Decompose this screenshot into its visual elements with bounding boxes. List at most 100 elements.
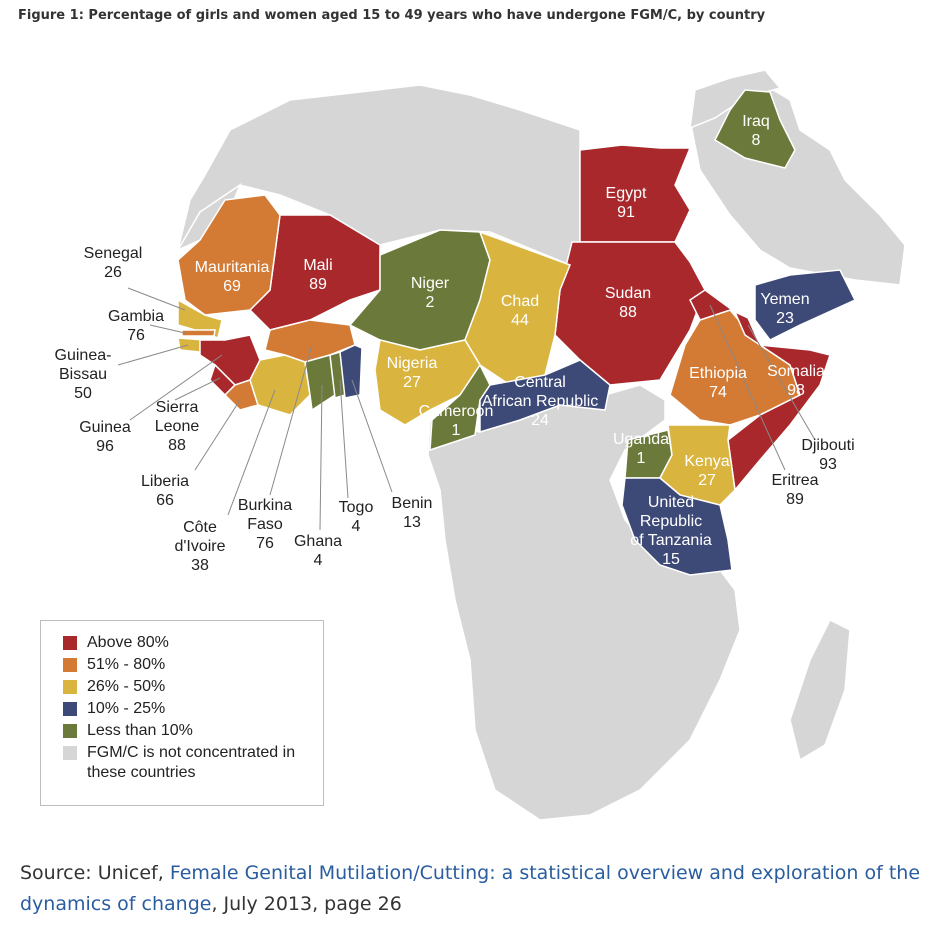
leader-liberia [194, 399, 241, 471]
leader-burkina-faso [269, 344, 313, 496]
country-tanzania [621, 477, 733, 576]
label-line: Uganda [613, 431, 669, 448]
label-nigeria: Nigeria 27 [387, 355, 438, 391]
country-iraq [714, 89, 796, 169]
base-land [176, 69, 906, 821]
source-link-line-2[interactable]: dynamics of change [20, 893, 212, 915]
legend-item-r10-25: 10% - 25% [63, 699, 323, 721]
label-chad: Chad 44 [501, 293, 539, 329]
label-line: Faso [247, 516, 283, 533]
label-ethiopia: Ethiopia 74 [689, 365, 747, 401]
leader-eritrea [709, 304, 786, 471]
label-line: 88 [168, 437, 186, 454]
label-line: Eritrea [771, 472, 818, 489]
label-liberia: Liberia 66 [141, 473, 189, 509]
legend-swatch [63, 724, 77, 738]
country-senegal [177, 298, 223, 339]
legend-label: FGM/C is not concentrated in these count… [87, 744, 296, 781]
label-cameroon: Cameroon 1 [419, 403, 494, 439]
label-line: 93 [819, 456, 837, 473]
label-line: 23 [776, 310, 794, 327]
label-line: of Tanzania [630, 532, 712, 549]
legend-swatch [63, 680, 77, 694]
label-line: Niger [411, 275, 450, 292]
label-line: Ethiopia [689, 365, 747, 382]
label-benin: Benin 13 [392, 495, 433, 531]
label-line: Gambia [108, 308, 164, 325]
label-line: Bissau [59, 366, 107, 383]
source-prefix: Source: Unicef, [20, 862, 170, 884]
label-line: Chad [501, 293, 539, 310]
source-link[interactable]: Female Genital Mutilation/Cutting: a sta… [169, 862, 921, 884]
label-line: African Republic [482, 393, 599, 410]
countries [177, 89, 857, 576]
label-line: 24 [531, 412, 549, 429]
label-line: Sudan [605, 285, 651, 302]
legend-swatch [63, 702, 77, 716]
legend-swatch [63, 658, 77, 672]
arabian-peninsula [689, 84, 906, 286]
legend-label: Less than 10% [87, 722, 193, 739]
leader-sierra-leone [174, 377, 221, 401]
label-line: 1 [637, 450, 646, 467]
label-line: Senegal [84, 245, 143, 262]
label-sierra-leone: Sierra Leone 88 [155, 399, 200, 454]
label-line: 26 [104, 264, 122, 281]
label-line: 89 [309, 276, 327, 293]
label-line: Republic [640, 513, 702, 530]
figure-title: Figure 1: Percentage of girls and women … [18, 8, 766, 23]
label-line: 76 [256, 535, 274, 552]
label-line: 91 [617, 204, 635, 221]
label-ghana: Ghana 4 [294, 533, 342, 569]
label-burkina-faso: Burkina Faso 76 [238, 497, 292, 552]
label-line: Central [514, 374, 566, 391]
legend-swatch [63, 636, 77, 650]
label-line: Cameroon [419, 403, 494, 420]
label-eritrea: Eritrea 89 [771, 472, 818, 508]
madagascar [789, 618, 851, 762]
label-togo: Togo 4 [339, 499, 374, 535]
label-line: Mauritania [195, 259, 270, 276]
label-line: 66 [156, 492, 174, 509]
label-line: Côte [183, 519, 217, 536]
label-line: 8 [752, 132, 761, 149]
label-line: Guinea- [55, 347, 112, 364]
label-line: Togo [339, 499, 374, 516]
label-car: Central African Republic 24 [482, 374, 599, 429]
label-sudan: Sudan 88 [605, 285, 651, 321]
source-suffix: , July 2013, page 26 [211, 893, 402, 915]
legend-swatch [63, 746, 77, 760]
label-line: 27 [403, 374, 421, 391]
leader-togo [339, 379, 349, 499]
label-djibouti: Djibouti 93 [801, 437, 854, 473]
country-somalia [727, 344, 831, 492]
leader-senegal [127, 287, 186, 311]
leader-djibouti [747, 324, 816, 441]
leader-lines [117, 287, 816, 531]
country-mauritania [177, 194, 281, 316]
leader-ghana [319, 384, 323, 531]
legend-label: Above 80% [87, 634, 169, 651]
label-cote-divoire: Côte d'Ivoire 38 [174, 519, 225, 574]
label-line: Somalia [767, 363, 825, 380]
country-labels: Egypt 91 Sudan 88 Mali 89 Mauritania 69 Niger 2 Ch… [55, 113, 855, 574]
country-nigeria [374, 339, 481, 426]
label-egypt: Egypt 91 [606, 185, 647, 221]
label-line: 89 [786, 491, 804, 508]
label-line: Leone [155, 418, 200, 435]
legend-label: 26% - 50% [87, 678, 166, 695]
label-line: Benin [392, 495, 433, 512]
southern-africa-region [427, 384, 741, 821]
label-line: 4 [314, 552, 323, 569]
label-line: 98 [787, 382, 805, 399]
label-line: 44 [511, 312, 529, 329]
label-line: Djibouti [801, 437, 854, 454]
legend-item-below10: Less than 10% [63, 721, 323, 743]
label-guinea-bissau: Guinea- Bissau 50 [55, 347, 112, 402]
legend-item-none: FGM/C is not concentrated in these count… [63, 743, 323, 787]
label-line: 69 [223, 278, 241, 295]
label-line: 38 [191, 557, 209, 574]
label-line: Ghana [294, 533, 342, 550]
label-line: Sierra [156, 399, 199, 416]
leader-gambia [149, 324, 186, 334]
